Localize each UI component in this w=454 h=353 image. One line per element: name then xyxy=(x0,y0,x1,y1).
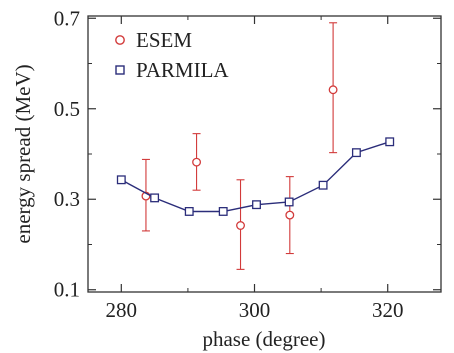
y-tick-label: 0.3 xyxy=(54,187,80,211)
x-axis-title: phase (degree) xyxy=(202,327,325,351)
legend-esem-label: ESEM xyxy=(136,28,192,52)
y-tick-label: 0.1 xyxy=(54,278,80,302)
tick-labels-layer: 280 300 320 0.1 0.3 0.5 0.7 xyxy=(54,6,404,322)
series-layer xyxy=(116,22,395,270)
y-tick-label: 0.7 xyxy=(54,6,80,30)
legend: ESEM PARMILA xyxy=(115,28,229,82)
esem-point xyxy=(192,157,202,167)
parmila-point xyxy=(351,148,361,158)
legend-parmila-label: PARMILA xyxy=(136,58,229,82)
parmila-point xyxy=(252,200,261,210)
y-tick-label: 0.5 xyxy=(54,97,80,121)
parmila-point xyxy=(218,207,228,216)
x-tick-label: 280 xyxy=(106,298,138,322)
parmila-point xyxy=(150,193,160,203)
parmila-point xyxy=(385,137,395,147)
ticks-layer xyxy=(88,16,441,292)
x-tick-label: 320 xyxy=(372,298,404,322)
esem-point xyxy=(328,85,338,95)
x-tick-label: 300 xyxy=(239,298,271,322)
parmila-point xyxy=(116,175,126,185)
esem-point xyxy=(285,210,295,220)
esem-point xyxy=(236,221,245,230)
legend-parmila-marker xyxy=(115,65,125,75)
parmila-point xyxy=(318,180,328,190)
parmila-point xyxy=(184,207,194,216)
y-axis-title: energy spread (MeV) xyxy=(11,64,35,243)
parmila-point xyxy=(284,197,294,207)
legend-esem-marker xyxy=(115,35,125,45)
